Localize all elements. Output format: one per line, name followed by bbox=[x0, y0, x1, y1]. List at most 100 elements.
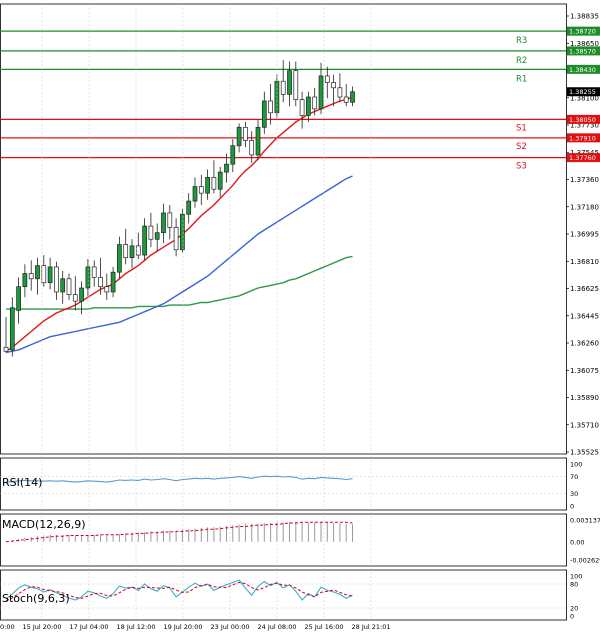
candle-body-bearish bbox=[280, 80, 286, 95]
candle-body-bullish bbox=[217, 171, 223, 190]
stoch-title: Stoch(9,6,3) bbox=[2, 592, 70, 605]
stoch-main-line bbox=[5, 579, 353, 601]
candle-body-bullish bbox=[161, 212, 166, 234]
candle-body-bearish bbox=[249, 140, 255, 156]
candle-body-bearish bbox=[3, 346, 9, 352]
candle-body-bullish bbox=[236, 126, 242, 147]
price-axis-label: 1.36625 bbox=[570, 285, 599, 293]
price-panel-frame bbox=[0, 3, 567, 455]
candle-body-bearish bbox=[211, 177, 217, 190]
candle-body-bullish bbox=[230, 145, 236, 165]
candle-body-bullish bbox=[205, 177, 210, 194]
stoch-axis-label: 80 bbox=[570, 581, 578, 589]
rsi-axis-label: 30 bbox=[570, 490, 578, 498]
candle-body-bullish bbox=[16, 286, 21, 311]
rsi-title: RSI(14) bbox=[2, 476, 42, 489]
candle-body-bearish bbox=[312, 96, 318, 110]
stoch-axis-label: 0 bbox=[570, 613, 574, 621]
price-axis-label: 1.35890 bbox=[570, 394, 599, 402]
level-label-s2: S2 bbox=[516, 142, 527, 152]
level-price-label: 1.37760 bbox=[569, 154, 596, 162]
candle-body-bearish bbox=[299, 99, 305, 116]
candle-body-bearish bbox=[72, 294, 78, 302]
level-price-tag bbox=[567, 153, 600, 163]
candle-body-bullish bbox=[60, 278, 66, 293]
candle-body-bearish bbox=[104, 286, 110, 293]
candle-body-bullish bbox=[261, 100, 267, 128]
level-price-tag bbox=[567, 64, 600, 74]
x-axis-label: 17 Jul 04:00 bbox=[70, 623, 109, 631]
price-axis-label: 1.36445 bbox=[570, 312, 599, 320]
level-price-label: 1.38430 bbox=[569, 66, 596, 74]
price-axis-label: 1.38650 bbox=[570, 40, 599, 48]
candle-body-bullish bbox=[186, 200, 192, 215]
price-axis-label: 1.36995 bbox=[570, 231, 599, 239]
current-price-tag bbox=[567, 87, 600, 97]
candle-body-bullish bbox=[142, 225, 147, 256]
candle-body-bearish bbox=[198, 186, 204, 194]
candle-body-bullish bbox=[22, 273, 28, 288]
candle-body-bullish bbox=[192, 186, 198, 202]
rsi-panel-frame bbox=[0, 457, 567, 511]
candle-body-bearish bbox=[167, 212, 173, 228]
level-label-r1: R1 bbox=[516, 74, 527, 84]
candle-body-bearish bbox=[268, 100, 273, 114]
candle-body-bullish bbox=[255, 126, 261, 156]
price-axis-label: 1.37360 bbox=[570, 176, 599, 184]
level-price-label: 1.38050 bbox=[569, 116, 596, 124]
price-axis-label: 1.37545 bbox=[570, 149, 599, 157]
macd-axis-label: 0.003137 bbox=[570, 517, 600, 525]
price-axis-label: 1.36810 bbox=[570, 258, 599, 266]
level-label-r3: R3 bbox=[516, 36, 527, 46]
candle-body-bullish bbox=[79, 287, 84, 302]
ma-mid-line bbox=[5, 175, 353, 354]
x-axis-label: 28 Jul 21:01 bbox=[352, 623, 391, 631]
x-axis-label: 24 Jul 08:00 bbox=[258, 623, 297, 631]
candle-body-bullish bbox=[180, 213, 185, 251]
candle-body-bullish bbox=[47, 266, 53, 284]
ma-slow-line bbox=[6, 255, 353, 310]
x-axis-label-partial: 0:00 bbox=[0, 623, 15, 631]
candle-body-bullish bbox=[129, 245, 135, 259]
price-axis-label: 1.38100 bbox=[570, 94, 599, 102]
level-label-r2: R2 bbox=[516, 56, 527, 66]
level-price-label: 1.38720 bbox=[569, 28, 596, 36]
candle-body-bearish bbox=[243, 126, 248, 141]
candle-body-bearish bbox=[98, 277, 103, 288]
level-price-tag bbox=[567, 26, 600, 36]
stoch-axis-label: 20 bbox=[570, 605, 578, 613]
candle-body-bullish bbox=[35, 265, 40, 280]
price-axis-label: 1.37730 bbox=[570, 122, 599, 130]
level-label-s3: S3 bbox=[516, 162, 527, 172]
price-axis-label: 1.38835 bbox=[570, 13, 599, 21]
candle-body-bearish bbox=[28, 273, 34, 280]
rsi-axis-label: 0 bbox=[570, 503, 574, 511]
candle-body-bullish bbox=[154, 232, 160, 240]
stoch-panel-frame bbox=[0, 569, 567, 621]
ma-fast-line bbox=[5, 96, 353, 352]
candle-body-bullish bbox=[224, 163, 229, 173]
rsi-axis-label: 100 bbox=[570, 461, 582, 469]
candle-body-bullish bbox=[110, 271, 116, 293]
candle-body-bearish bbox=[54, 266, 59, 293]
price-axis-label: 1.36075 bbox=[570, 367, 599, 375]
candle-body-bullish bbox=[117, 244, 122, 273]
stoch-signal-line bbox=[5, 581, 353, 602]
current-price-label: 1.38255 bbox=[569, 88, 596, 96]
candle-body-bullish bbox=[9, 307, 15, 351]
candle-body-bearish bbox=[135, 245, 141, 256]
macd-axis-label: -0.002629 bbox=[570, 557, 600, 565]
candle-body-bearish bbox=[148, 225, 154, 240]
candle-body-bearish bbox=[91, 266, 97, 278]
candle-body-bullish bbox=[318, 75, 324, 110]
macd-title: MACD(12,26,9) bbox=[2, 518, 86, 531]
x-axis-label: 23 Jul 00:00 bbox=[211, 623, 250, 631]
candle-body-bearish bbox=[66, 278, 72, 295]
price-axis-label: 1.35525 bbox=[570, 449, 599, 457]
level-price-tag bbox=[567, 114, 600, 124]
candle-body-bullish bbox=[85, 266, 91, 289]
level-price-label: 1.38570 bbox=[569, 47, 596, 55]
x-axis-label: 15 Jul 20:00 bbox=[23, 623, 62, 631]
